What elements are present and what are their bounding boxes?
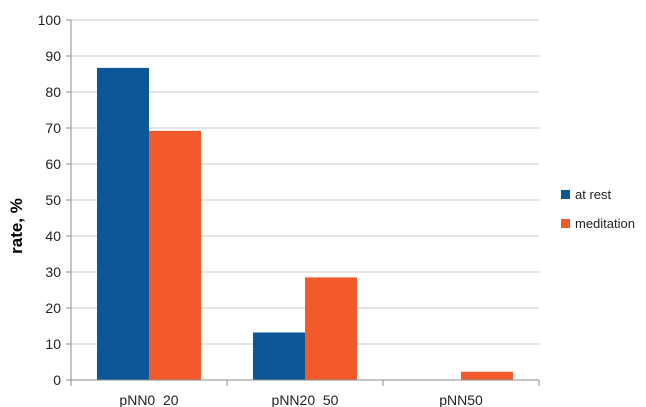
bar-at-rest-pNN20_50 [253,332,305,380]
bar-meditation-pNN50 [461,371,513,380]
bar-at-rest-pNN0_20 [97,67,149,380]
y-tick-label: 40 [45,228,61,244]
y-tick-label: 30 [45,264,61,280]
bars [97,67,513,380]
legend-label: at rest [575,187,612,202]
axes [70,20,540,386]
y-tick-labels: 0 10 20 30 40 50 60 70 80 90 100 [38,12,62,388]
legend-swatch [561,219,570,228]
y-tick-label: 0 [53,372,61,388]
y-tick-label: 70 [45,120,61,136]
legend-swatch [561,190,570,199]
x-category-labels: pNN0_20 pNN20_50 pNN50 [119,392,483,407]
y-tick-label: 80 [45,84,61,100]
x-category-label: pNN0_20 [119,392,178,407]
y-tick-label: 50 [45,192,61,208]
legend: at rest meditation [561,187,635,231]
y-tick-label: 90 [45,48,61,64]
y-tick-label: 20 [45,300,61,316]
y-tick-label: 10 [45,336,61,352]
x-category-label: pNN50 [439,392,483,407]
x-category-label: pNN20_50 [272,392,339,407]
y-tick-label: 100 [38,12,62,28]
y-axis-title: rate, % [7,198,26,254]
legend-label: meditation [575,216,635,231]
bar-meditation-pNN20_50 [305,277,357,380]
bar-meditation-pNN0_20 [149,130,201,380]
y-tick-label: 60 [45,156,61,172]
